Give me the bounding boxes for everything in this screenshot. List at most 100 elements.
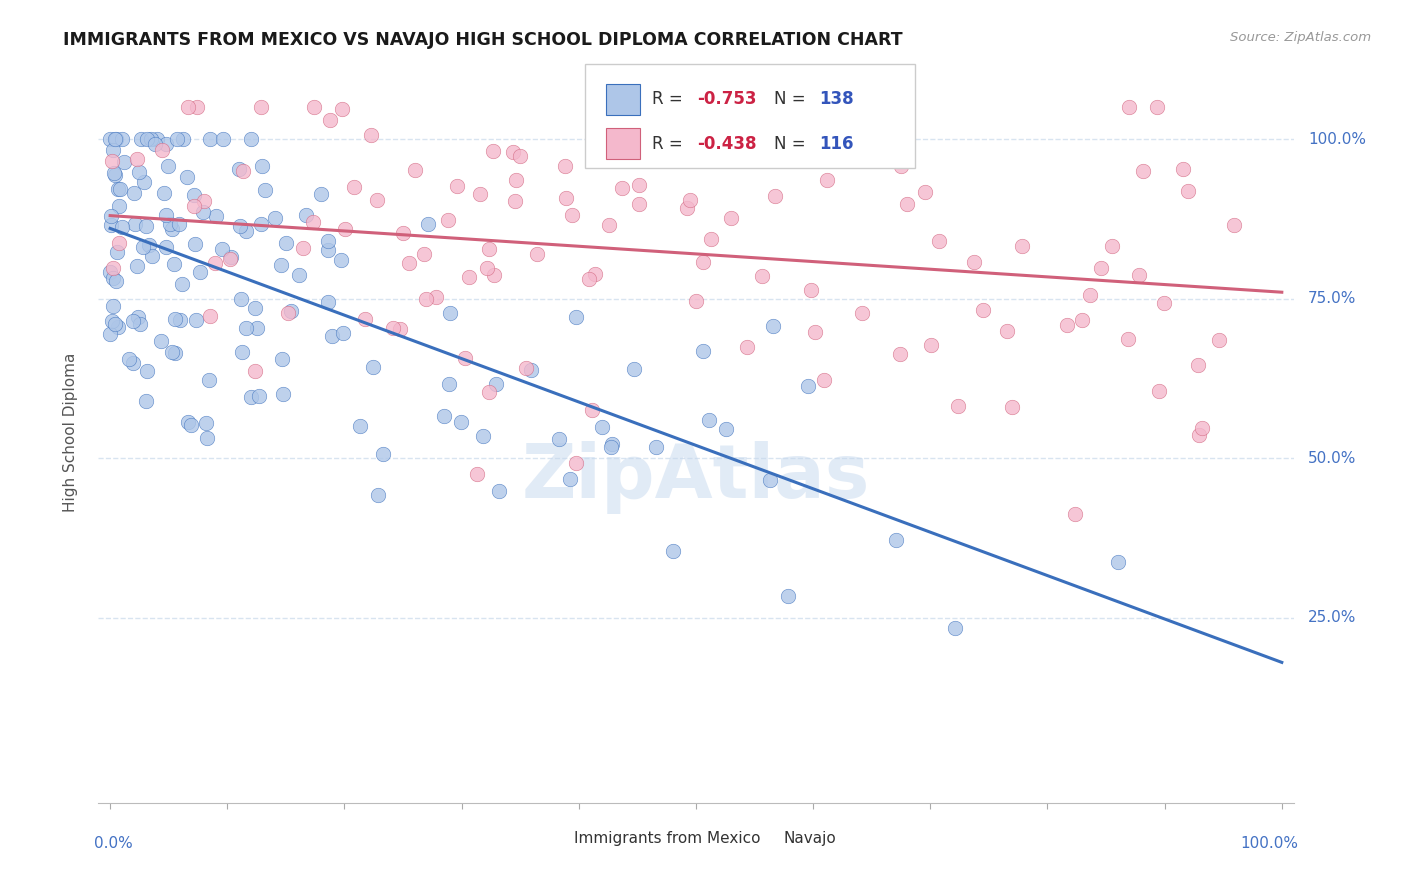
Point xyxy=(800,283,823,297)
Point xyxy=(155,208,177,222)
Point xyxy=(363,359,385,374)
Point xyxy=(415,292,437,306)
Point xyxy=(1056,318,1078,332)
Text: -0.438: -0.438 xyxy=(697,135,756,153)
Point xyxy=(645,440,668,454)
Point xyxy=(103,166,125,180)
Point xyxy=(100,219,122,233)
Point xyxy=(111,220,134,235)
Text: 0.0%: 0.0% xyxy=(94,836,132,851)
Point xyxy=(418,218,440,232)
Point xyxy=(920,337,942,351)
Point xyxy=(388,322,411,336)
Text: Immigrants from Mexico: Immigrants from Mexico xyxy=(574,830,761,846)
Point xyxy=(1090,260,1112,275)
Point xyxy=(231,344,253,359)
Point xyxy=(245,301,267,315)
Point xyxy=(321,328,343,343)
Point xyxy=(131,132,153,146)
Point xyxy=(692,255,714,269)
Point xyxy=(1177,184,1199,198)
Point xyxy=(191,205,214,219)
Point xyxy=(610,180,633,194)
Point xyxy=(578,272,600,286)
Point xyxy=(817,100,839,114)
Point xyxy=(108,236,131,251)
Point xyxy=(889,346,911,360)
Point xyxy=(330,252,353,267)
Point xyxy=(177,100,200,114)
Point xyxy=(332,102,354,116)
Point xyxy=(212,132,235,146)
Point xyxy=(478,242,501,256)
Point xyxy=(485,377,508,392)
Point xyxy=(547,432,569,446)
Point xyxy=(246,321,269,335)
Point xyxy=(1132,163,1154,178)
Point xyxy=(316,243,339,257)
Point xyxy=(211,243,233,257)
Point xyxy=(832,130,855,145)
Point xyxy=(152,186,174,200)
Point xyxy=(815,173,838,187)
Point xyxy=(679,193,702,207)
Point xyxy=(128,317,150,331)
Bar xyxy=(749,828,773,848)
Point xyxy=(1101,239,1123,253)
Point xyxy=(183,199,205,213)
Point xyxy=(692,344,714,359)
Point xyxy=(582,146,605,161)
Point xyxy=(125,153,148,167)
Point xyxy=(150,334,173,348)
Point xyxy=(122,314,145,328)
Point xyxy=(249,100,271,114)
Text: R =: R = xyxy=(652,90,688,109)
Point xyxy=(367,487,389,501)
Point xyxy=(316,234,339,248)
Bar xyxy=(541,828,565,848)
Point xyxy=(1128,268,1150,282)
Point xyxy=(413,246,436,260)
Point xyxy=(446,178,468,193)
Point xyxy=(195,431,218,445)
Point xyxy=(482,145,505,159)
Text: 50.0%: 50.0% xyxy=(1308,450,1357,466)
Point xyxy=(561,208,583,222)
Point xyxy=(128,165,150,179)
Point xyxy=(1153,296,1175,310)
Point xyxy=(1188,428,1211,442)
Point xyxy=(270,258,292,272)
Point xyxy=(343,179,366,194)
Point xyxy=(100,313,122,327)
Point xyxy=(520,362,543,376)
Point xyxy=(163,346,186,360)
Point xyxy=(193,194,215,208)
Point xyxy=(382,321,405,335)
Point xyxy=(150,143,173,157)
Point xyxy=(170,277,193,291)
Point xyxy=(716,422,738,436)
Point xyxy=(778,589,800,603)
Point xyxy=(135,393,157,408)
Point xyxy=(360,128,382,142)
Point xyxy=(127,310,149,324)
Point xyxy=(172,132,194,146)
Text: Navajo: Navajo xyxy=(783,830,837,846)
Point xyxy=(813,372,835,386)
Point xyxy=(509,149,531,163)
Point xyxy=(184,237,207,252)
Point xyxy=(287,268,309,283)
Point xyxy=(250,218,273,232)
Point xyxy=(280,304,302,318)
Point xyxy=(136,132,159,146)
Point xyxy=(600,437,623,451)
Point xyxy=(318,295,340,310)
Point xyxy=(554,159,576,173)
Point xyxy=(478,384,501,399)
Point xyxy=(132,240,155,254)
Point xyxy=(105,132,128,146)
Point xyxy=(139,132,162,146)
Point xyxy=(591,100,613,114)
Point xyxy=(100,209,122,223)
Point xyxy=(239,132,262,146)
